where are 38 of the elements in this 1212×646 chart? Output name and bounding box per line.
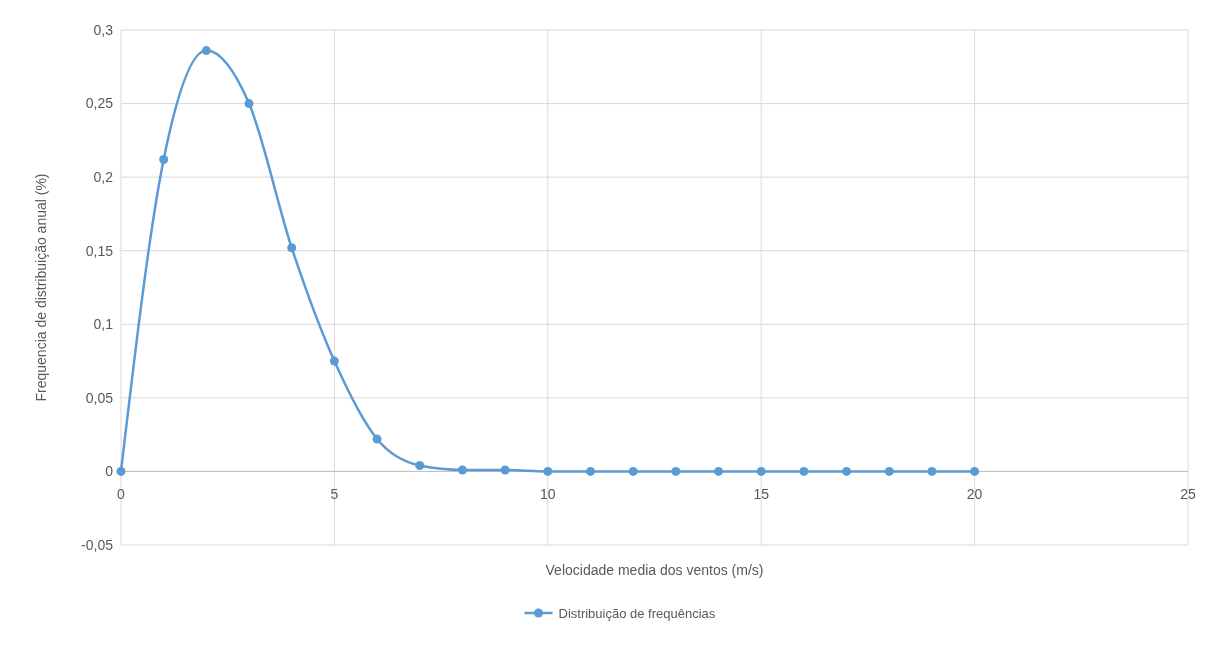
y-tick-label: -0,05 [81,536,114,553]
y-axis-title: Frequencia de distribuição anual (%) [32,173,49,402]
point [884,466,894,476]
point [970,466,980,476]
point [287,243,297,253]
y-tick-label: 0,1 [93,316,114,333]
y-tick-label: 0 [105,463,114,480]
y-tick-label: 0,2 [93,169,114,186]
x-tick-label: 10 [540,486,556,503]
x-tick-label: 0 [117,486,126,503]
point [799,466,809,476]
point [415,461,425,471]
x-tick-label: 20 [966,486,983,503]
point [500,465,510,475]
y-tick-label: 0,05 [85,389,114,406]
point [201,46,211,56]
x-axis-title: Velocidade media dos ventos (m/s) [545,561,764,578]
point [756,466,766,476]
x-tick-label: 25 [1180,486,1196,503]
point [714,466,724,476]
point [116,466,126,476]
point [159,154,169,164]
point [628,466,638,476]
point [671,466,681,476]
point [372,434,382,444]
point [244,99,254,109]
point [585,466,595,476]
x-tick-label: 15 [753,486,770,503]
x-tick-label: 5 [330,486,339,503]
point [329,356,339,366]
point [457,465,467,475]
y-tick-label: 0,3 [93,21,114,38]
y-tick-label: 0,15 [85,242,114,259]
point [842,466,852,476]
point [543,466,553,476]
point [927,466,937,476]
legend-label: Distribuição de frequências [558,605,716,621]
y-tick-label: 0,25 [85,95,114,112]
